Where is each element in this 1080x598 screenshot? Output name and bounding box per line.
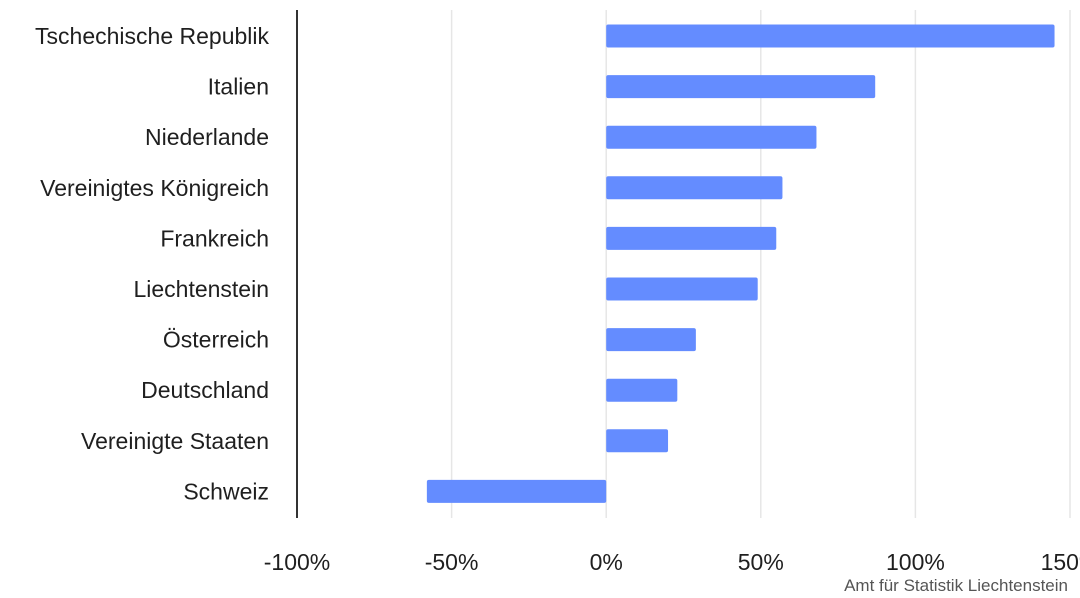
bar [606, 277, 758, 301]
x-tick-label: 0% [590, 549, 623, 575]
bar [606, 328, 696, 352]
x-tick-label: 100% [886, 549, 945, 575]
category-label: Schweiz [183, 478, 269, 504]
bars [426, 24, 1055, 503]
bar [606, 75, 876, 99]
category-label: Liechtenstein [133, 276, 269, 302]
category-labels: Tschechische Republik Italien Niederlande V… [35, 23, 269, 504]
bar [606, 125, 817, 149]
category-label: Tschechische Republik [35, 23, 269, 49]
bar [606, 24, 1055, 48]
category-label: Italien [208, 74, 269, 100]
category-label: Vereinigte Staaten [81, 428, 269, 454]
source-credit: Amt für Statistik Liechtenstein [844, 576, 1068, 595]
x-tick-label: -100% [264, 549, 330, 575]
bar [606, 429, 669, 453]
category-label: Österreich [163, 327, 269, 353]
category-label: Frankreich [160, 225, 269, 251]
x-tick-label: 150% [1041, 549, 1080, 575]
bar [606, 226, 777, 250]
x-tick-labels: -100% -50% 0% 50% 100% 150% [264, 549, 1080, 575]
bar [606, 176, 783, 200]
bar [426, 479, 607, 503]
x-tick-label: -50% [425, 549, 479, 575]
category-label: Vereinigtes Königreich [40, 175, 269, 201]
category-label: Deutschland [141, 377, 269, 403]
category-label: Niederlande [145, 124, 269, 150]
bar [606, 378, 678, 402]
x-tick-label: 50% [738, 549, 784, 575]
